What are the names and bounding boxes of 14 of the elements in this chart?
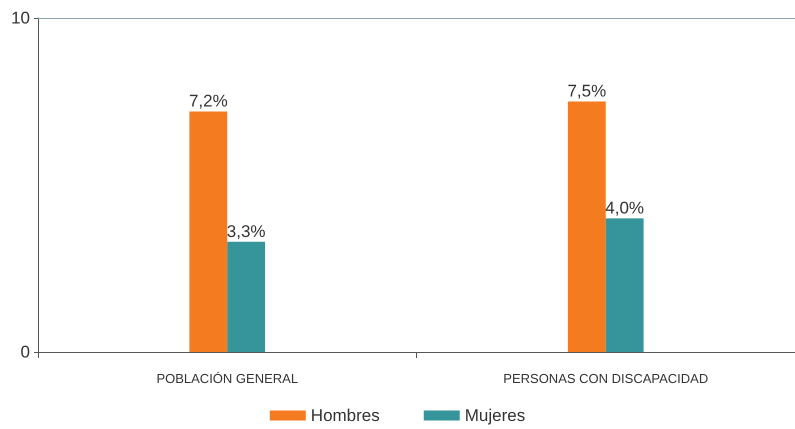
legend-label: Mujeres xyxy=(464,406,526,425)
y-tick-label: 0 xyxy=(20,342,30,362)
y-tick-label: 10 xyxy=(11,8,30,28)
bar xyxy=(227,242,266,352)
data-label: 3,3% xyxy=(226,222,266,241)
legend-label: Hombres xyxy=(310,406,380,425)
x-tick-label: POBLACIÓN GENERAL xyxy=(156,371,298,386)
data-label: 7,5% xyxy=(567,82,606,100)
data-label: 4,0% xyxy=(605,198,644,218)
bar xyxy=(568,102,606,352)
data-label: 7,2% xyxy=(188,92,228,111)
x-tick-label: PERSONAS CON DISCAPACIDAD xyxy=(503,371,708,386)
bar xyxy=(606,218,644,352)
bar xyxy=(189,112,228,352)
